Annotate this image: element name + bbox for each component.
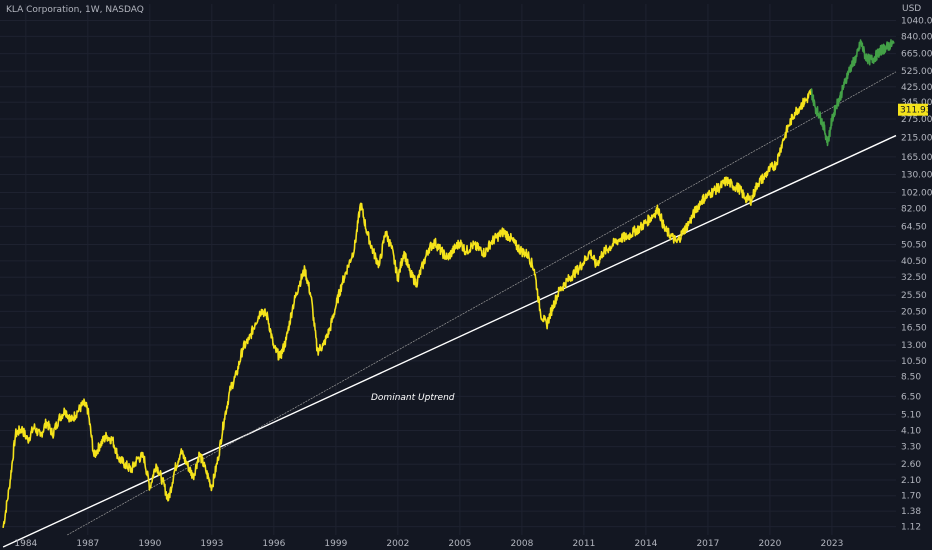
y-tick-label: 3.30 (901, 443, 921, 453)
trend-annotation: Dominant Uptrend (371, 393, 455, 403)
y-tick-label: 165.00 (901, 153, 932, 163)
price-line-historical (2, 88, 813, 529)
y-tick-label: 1.12 (901, 523, 921, 533)
y-tick-label: 32.50 (901, 273, 927, 283)
x-tick-label: 2023 (820, 539, 843, 549)
y-tick-label: 525.00 (901, 67, 932, 77)
price-tag-value: 311.93 (900, 106, 932, 116)
y-tick-label: 82.00 (901, 205, 927, 215)
price-tag-box (898, 103, 928, 116)
y-tick-label: 64.50 (901, 222, 927, 232)
price-line-recent (810, 39, 895, 147)
price-series (2, 39, 895, 529)
y-tick-label: 4.10 (901, 427, 921, 437)
currency-label: USD (902, 4, 921, 14)
x-tick-label: 1996 (262, 539, 285, 549)
y-tick-label: 665.00 (901, 50, 932, 60)
y-tick-label: 16.50 (901, 323, 927, 333)
x-tick-label: 2005 (448, 539, 471, 549)
x-tick-label: 2002 (386, 539, 409, 549)
y-tick-label: 1.70 (901, 492, 921, 502)
trendline-main (2, 134, 897, 548)
current-price-tag[interactable]: 311.93 (898, 103, 932, 116)
x-tick-label: 2020 (758, 539, 781, 549)
y-tick-label: 13.00 (901, 341, 927, 351)
x-tick-label: 2008 (510, 539, 533, 549)
x-tick-label: 1999 (324, 539, 347, 549)
y-tick-label: 20.50 (901, 307, 927, 317)
y-axis: 1040.00 840.00 665.00 525.00 425.00 345.00 275… (901, 17, 932, 533)
x-tick-label: 2017 (696, 539, 719, 549)
y-tick-label: 25.50 (901, 291, 927, 301)
x-tick-label: 1990 (138, 539, 161, 549)
y-tick-label: 2.10 (901, 476, 921, 486)
x-tick-label: 2011 (572, 539, 595, 549)
chart-title: KLA Corporation, 1W, NASDAQ (6, 5, 144, 15)
y-tick-label: 102.00 (901, 188, 932, 198)
y-tick-label: 1040.00 (901, 17, 932, 27)
y-tick-label: 275.00 (901, 115, 932, 125)
x-tick-label: 2014 (634, 539, 657, 549)
trendline-channel (67, 71, 897, 536)
y-tick-label: 6.50 (901, 392, 921, 402)
y-tick-label: 840.00 (901, 32, 932, 42)
x-tick-label: 1987 (76, 539, 99, 549)
grid (0, 4, 896, 535)
trendlines (2, 71, 897, 548)
y-tick-label: 50.50 (901, 241, 927, 251)
x-axis: 1984 1987 1990 1993 1996 1999 2002 2005 2008 2011… (14, 539, 843, 549)
y-tick-label: 8.50 (901, 373, 921, 383)
y-tick-label: 215.00 (901, 133, 932, 143)
y-tick-label: 130.00 (901, 171, 932, 181)
x-tick-label: 1993 (200, 539, 223, 549)
y-tick-label: 1.38 (901, 507, 921, 517)
y-tick-label: 10.50 (901, 357, 927, 367)
y-tick-label: 345.00 (901, 98, 932, 108)
y-tick-label: 425.00 (901, 83, 932, 93)
x-tick-label: 1984 (14, 539, 37, 549)
y-tick-label: 40.50 (901, 257, 927, 267)
y-tick-label: 5.10 (901, 410, 921, 420)
y-tick-label: 2.60 (901, 460, 921, 470)
